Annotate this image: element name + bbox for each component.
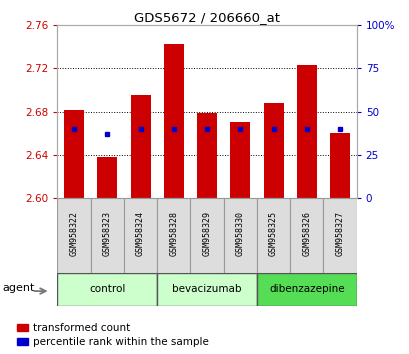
Bar <box>223 198 256 273</box>
Bar <box>197 113 216 198</box>
Text: GSM958329: GSM958329 <box>202 211 211 256</box>
Legend: transformed count, percentile rank within the sample: transformed count, percentile rank withi… <box>17 323 208 347</box>
Bar <box>157 273 256 306</box>
Bar <box>157 198 190 273</box>
Bar <box>90 198 124 273</box>
Text: GSM958322: GSM958322 <box>70 211 79 256</box>
Bar <box>190 198 223 273</box>
Text: GSM958325: GSM958325 <box>268 211 277 256</box>
Text: GSM958326: GSM958326 <box>301 211 310 256</box>
Bar <box>230 122 249 198</box>
Text: dibenzazepine: dibenzazepine <box>268 284 344 295</box>
Text: bevacizumab: bevacizumab <box>172 284 241 295</box>
Bar <box>296 65 316 198</box>
Bar <box>256 198 290 273</box>
Text: control: control <box>89 284 125 295</box>
Text: GSM958330: GSM958330 <box>235 211 244 256</box>
Text: GSM958324: GSM958324 <box>136 211 145 256</box>
Text: GSM958323: GSM958323 <box>103 211 112 256</box>
Bar <box>323 198 356 273</box>
Bar <box>124 198 157 273</box>
Bar <box>130 95 150 198</box>
Bar <box>57 273 157 306</box>
Bar <box>164 44 183 198</box>
Bar <box>329 133 349 198</box>
Bar <box>263 103 283 198</box>
Text: GSM958327: GSM958327 <box>335 211 344 256</box>
Text: GSM958328: GSM958328 <box>169 211 178 256</box>
Bar <box>57 198 90 273</box>
Bar <box>256 273 356 306</box>
Text: agent: agent <box>3 283 35 293</box>
Bar <box>97 157 117 198</box>
Bar <box>64 110 84 198</box>
Title: GDS5672 / 206660_at: GDS5672 / 206660_at <box>134 11 279 24</box>
Bar <box>290 198 323 273</box>
